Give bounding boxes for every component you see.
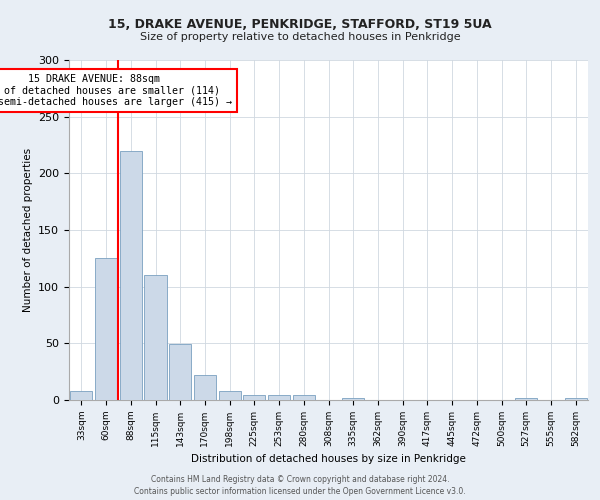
Text: 15, DRAKE AVENUE, PENKRIDGE, STAFFORD, ST19 5UA: 15, DRAKE AVENUE, PENKRIDGE, STAFFORD, S… xyxy=(108,18,492,30)
Y-axis label: Number of detached properties: Number of detached properties xyxy=(23,148,32,312)
Bar xyxy=(268,396,290,400)
Bar xyxy=(243,396,265,400)
Bar xyxy=(70,391,92,400)
Bar xyxy=(565,398,587,400)
Bar xyxy=(218,391,241,400)
Bar xyxy=(342,398,364,400)
Bar xyxy=(95,258,117,400)
Bar xyxy=(194,375,216,400)
Bar xyxy=(119,150,142,400)
Text: Contains HM Land Registry data © Crown copyright and database right 2024.
Contai: Contains HM Land Registry data © Crown c… xyxy=(134,475,466,496)
Bar xyxy=(169,344,191,400)
Bar xyxy=(515,398,538,400)
Text: Size of property relative to detached houses in Penkridge: Size of property relative to detached ho… xyxy=(140,32,460,42)
X-axis label: Distribution of detached houses by size in Penkridge: Distribution of detached houses by size … xyxy=(191,454,466,464)
Bar xyxy=(293,396,315,400)
Bar xyxy=(145,276,167,400)
Text: 15 DRAKE AVENUE: 88sqm
← 21% of detached houses are smaller (114)
76% of semi-de: 15 DRAKE AVENUE: 88sqm ← 21% of detached… xyxy=(0,74,232,107)
